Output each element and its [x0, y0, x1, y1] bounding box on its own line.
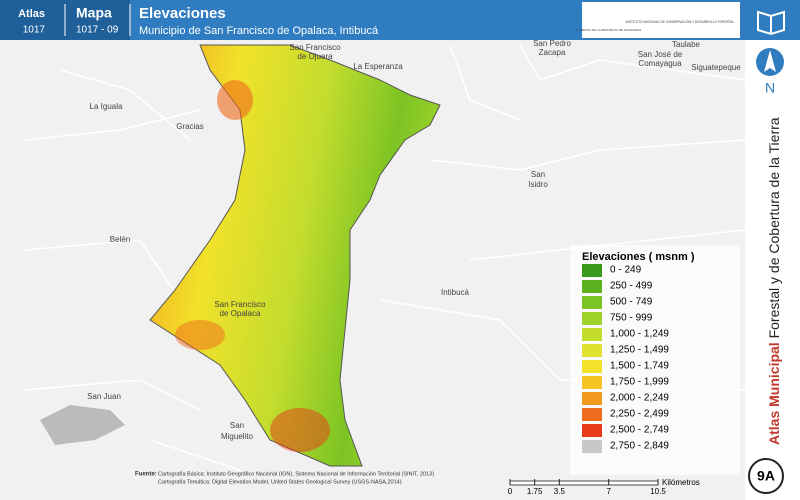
source-label: Fuente:: [135, 472, 157, 478]
legend-label: 1,500 - 1,749: [610, 361, 669, 372]
place-label: San: [230, 421, 244, 430]
place-label: Comayagua: [638, 59, 682, 68]
place-label: de Ojuera: [297, 52, 333, 61]
municipality-elevation: [149, 44, 441, 467]
map-label: Mapa: [76, 5, 112, 21]
place-label: Belén: [110, 235, 130, 244]
place-label: La Esperanza: [353, 62, 403, 71]
logo-right: INSTITUTO NACIONAL DE CONSERVACIÓN Y DES…: [626, 19, 735, 24]
legend-title: Elevaciones ( msnm ): [582, 251, 695, 263]
legend-swatch: [582, 264, 602, 277]
legend-label: 2,500 - 2,749: [610, 425, 669, 436]
atlas-number: 1017: [23, 25, 46, 36]
legend-swatch: [582, 280, 602, 293]
place-label: de Opalaca: [220, 309, 261, 318]
boundaries: [24, 44, 746, 471]
place-label: San: [531, 170, 545, 179]
scale-label: 1.75: [527, 487, 543, 496]
place-label: Taulabe: [672, 40, 701, 49]
scale-label: 3.5: [554, 487, 566, 496]
legend-swatch: [582, 296, 602, 309]
legend-swatch: [582, 344, 602, 357]
logos: [582, 2, 740, 38]
place-label: Siguatepeque: [691, 63, 741, 72]
place-label: San José de: [638, 50, 683, 59]
place-label: San Pedro: [533, 39, 571, 48]
legend-label: 2,750 - 2,849: [610, 441, 669, 452]
legend-label: 250 - 499: [610, 281, 653, 292]
place-label: San Francisco: [214, 300, 266, 309]
place-label: Zacapa: [539, 48, 566, 57]
north-arrow: [764, 50, 776, 72]
scale-unit: Kilómetros: [662, 478, 700, 487]
inset-map: [40, 405, 125, 445]
scale-label: 0: [508, 487, 513, 496]
high-elevation-area: [217, 80, 253, 120]
legend-label: 2,250 - 2,499: [610, 409, 669, 420]
legend-swatch: [582, 392, 602, 405]
place-label: Miguelito: [221, 432, 254, 441]
legend-label: 2,000 - 2,249: [610, 393, 669, 404]
source-line: Cartografía Básica: Instituto Geográfico…: [158, 471, 434, 477]
logo-left: GOBIERNO DE LA REPÚBLICA DE HONDURAS: [575, 27, 641, 32]
legend-label: 1,250 - 1,499: [610, 345, 669, 356]
atlas-label: Atlas: [18, 8, 45, 20]
map-number: 1017 - 09: [76, 25, 119, 36]
legend-swatch: [582, 408, 602, 421]
legend-label: 1,750 - 1,999: [610, 377, 669, 388]
badge: [748, 458, 784, 494]
legend-swatch: [582, 440, 602, 453]
legend-label: 1,000 - 1,249: [610, 329, 669, 340]
place-label: La Iguala: [90, 102, 123, 111]
book-icon: [757, 10, 785, 36]
badge-label: 9A: [757, 468, 775, 484]
place-label: San Francisco: [289, 43, 341, 52]
sidebar-title-bold: Atlas Municipal: [766, 342, 782, 445]
legend-swatch: [582, 360, 602, 373]
north-label: N: [765, 80, 775, 96]
place-label: Gracias: [176, 122, 204, 131]
legend-swatch: [582, 328, 602, 341]
source-line: Cartografía Temática: Digital Elevation …: [158, 479, 402, 485]
sidebar: [745, 0, 800, 500]
legend-label: 0 - 249: [610, 265, 642, 276]
place-label: Isidro: [528, 180, 548, 189]
legend-swatch: [582, 424, 602, 437]
sidebar-title-rest: Forestal y de Cobertura de la Tierra: [766, 117, 782, 342]
scale-label: 7: [606, 487, 611, 496]
place-label: Intibucá: [441, 288, 470, 297]
high-elevation-area: [270, 408, 330, 452]
legend-swatch: [582, 312, 602, 325]
subtitle: Municipio de San Francisco de Opalaca, I…: [139, 25, 379, 37]
legend-swatch: [582, 376, 602, 389]
legend-label: 500 - 749: [610, 297, 653, 308]
place-label: San Juan: [87, 392, 121, 401]
high-elevation-area: [175, 320, 225, 350]
title: Elevaciones: [139, 5, 226, 22]
scale-bar: [509, 480, 659, 486]
legend-label: 750 - 999: [610, 313, 653, 324]
sidebar-title: Atlas Municipal Forestal y de Cobertura …: [766, 117, 782, 445]
scale-label: 10.5: [650, 487, 666, 496]
